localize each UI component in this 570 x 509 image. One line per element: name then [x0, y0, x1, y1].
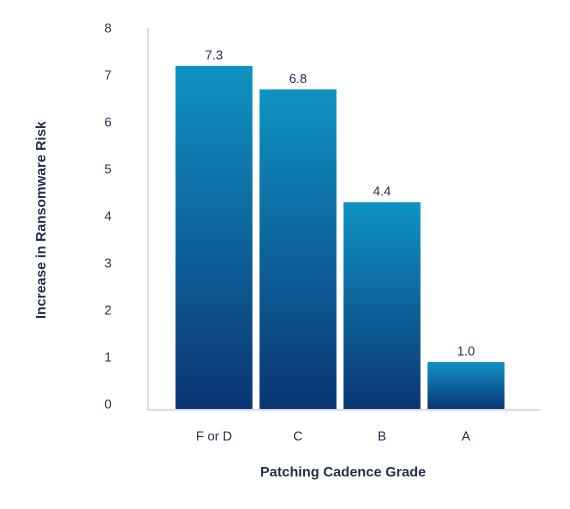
bar — [259, 89, 337, 410]
value-label: 4.4 — [373, 184, 391, 199]
value-label: 6.8 — [289, 71, 307, 86]
bar — [175, 65, 253, 410]
x-tick-label: B — [378, 428, 387, 443]
y-tick-label: 2 — [104, 302, 111, 317]
y-tick-label: 6 — [104, 114, 111, 129]
y-tick-label: 5 — [104, 161, 111, 176]
y-axis-title: Increase in Ransomware Risk — [33, 121, 49, 319]
y-tick-label: 4 — [104, 208, 111, 223]
y-tick-label: 3 — [104, 255, 111, 270]
y-tick-label: 7 — [104, 67, 111, 82]
x-tick-label: C — [293, 428, 302, 443]
x-tick-label: F or D — [196, 428, 232, 443]
x-axis-title: Patching Cadence Grade — [260, 464, 426, 480]
value-label: 1.0 — [457, 343, 475, 358]
bar — [427, 362, 505, 409]
y-tick-label: 1 — [104, 349, 111, 364]
y-tick-label: 8 — [104, 20, 111, 35]
value-label: 7.3 — [205, 47, 223, 62]
y-tick-label: 0 — [104, 396, 111, 411]
bar — [343, 202, 421, 409]
x-tick-label: A — [462, 428, 471, 443]
